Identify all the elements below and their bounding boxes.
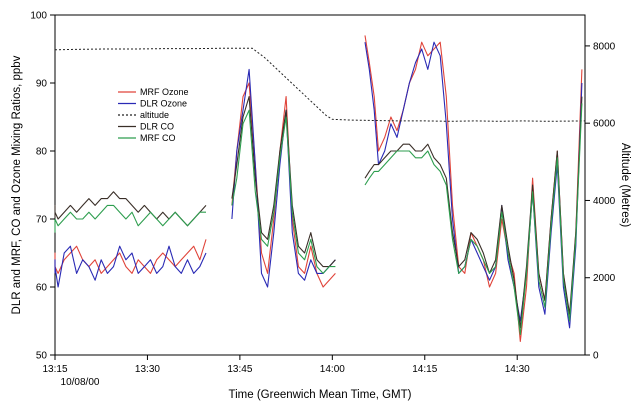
bottom-axis: 13:15 13:30 13:45 14:00 14:15 14:30 [42,355,530,375]
y-axis-right-title: Altitude (Metres) [619,143,631,228]
series-line-dlr-ozone [54,41,583,329]
y-left-tick-label: 60 [36,283,48,294]
legend-label: DLR CO [140,122,174,132]
series-line-mrf-co [54,103,583,336]
legend-label: DLR Ozone [140,99,187,109]
x-tick-label: 14:00 [320,364,345,375]
left-axis: 50 60 70 80 90 100 [30,11,55,362]
legend-label: MRF Ozone [140,87,189,97]
x-tick-label: 13:15 [42,364,67,375]
y-left-tick-label: 50 [36,351,48,362]
y-left-tick-label: 90 [36,79,48,90]
series-line-mrf-ozone [54,35,583,342]
right-axis: 0 2000 4000 6000 8000 [585,41,616,362]
y-left-tick-label: 70 [36,215,48,226]
x-tick-label: 14:30 [505,364,530,375]
y-axis-left-title: DLR and MRF, CO and Ozone Mixing Ratios,… [11,55,23,314]
series-line-altitude [54,47,586,122]
y-right-tick-label: 0 [593,351,599,362]
legend-label: altitude [140,110,169,120]
plot-area-frame [54,14,586,356]
x-tick-label: 14:15 [412,364,437,375]
x-axis-title: Time (Greenwich Mean Time, GMT) [229,389,412,401]
y-right-tick-label: 8000 [593,41,616,52]
y-right-tick-label: 4000 [593,196,616,207]
legend-label: MRF CO [140,133,176,143]
y-left-tick-label: 80 [36,147,48,158]
date-label: 10/08/00 [61,377,100,388]
y-left-tick-label: 100 [30,11,47,22]
series-line-dlr-co [54,96,583,329]
y-right-tick-label: 6000 [593,119,616,130]
x-tick-label: 13:45 [227,364,252,375]
y-right-tick-label: 2000 [593,273,616,284]
series-layer [54,35,586,342]
x-tick-label: 13:30 [135,364,160,375]
